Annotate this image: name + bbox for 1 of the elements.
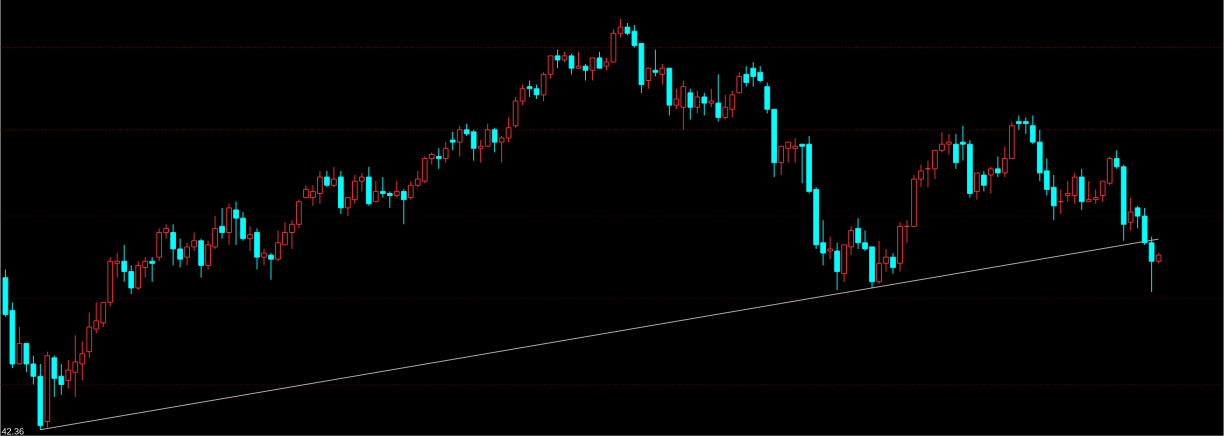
annotation: 42.36 — [1, 428, 24, 435]
